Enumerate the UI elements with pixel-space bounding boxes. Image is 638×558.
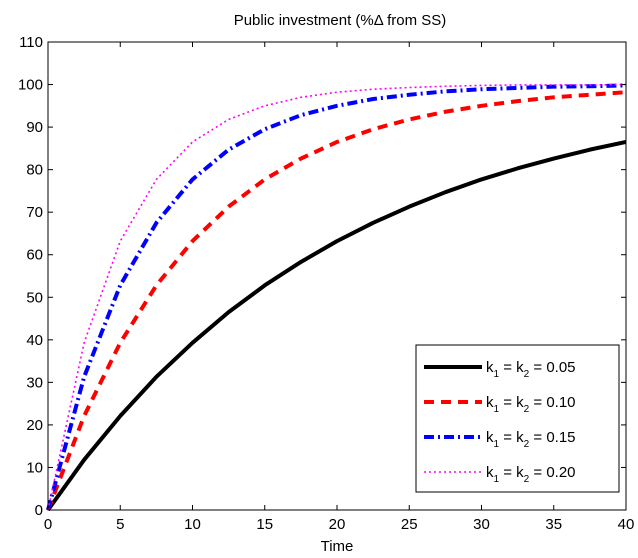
x-tick-label: 25	[401, 516, 418, 533]
y-tick-label: 20	[26, 417, 43, 434]
x-tick-label: 0	[44, 516, 52, 533]
legend-label-4: k1 = k2 = 0.20	[486, 464, 576, 485]
y-tick-label: 40	[26, 332, 43, 349]
y-tick-label: 10	[26, 459, 43, 476]
chart-title: Public investment (%Δ from SS)	[234, 12, 447, 29]
ticks-layer: 0 5 10 15 20 25 30 35 40 0 10 20 30 40 50 60 70 80 90 100 11…	[18, 34, 634, 533]
legend-label-2: k1 = k2 = 0.10	[486, 394, 576, 415]
y-tick-label: 100	[18, 77, 43, 94]
series-line-3	[46, 83, 627, 511]
x-tick-label: 35	[545, 516, 562, 533]
y-tick-label: 60	[26, 247, 43, 264]
y-tick-label: 90	[26, 119, 43, 136]
y-tick-label: 70	[26, 204, 43, 221]
y-tick-label: 0	[35, 502, 43, 519]
x-tick-label: 10	[184, 516, 201, 533]
x-tick-label: 20	[329, 516, 346, 533]
series-line-2	[46, 90, 627, 511]
y-tick-label: 110	[19, 34, 43, 51]
x-axis-label: Time	[321, 538, 354, 555]
legend-label-3: k1 = k2 = 0.15	[486, 429, 576, 450]
legend: k1 = k2 = 0.05 k1 = k2 = 0.10 k1 = k2 = 0.…	[415, 344, 620, 493]
x-tick-label: 15	[256, 516, 273, 533]
y-tick-label: 50	[26, 289, 43, 306]
x-tick-label: 5	[116, 516, 124, 533]
x-tick-label: 40	[618, 516, 635, 533]
y-tick-label: 30	[26, 374, 43, 391]
y-tick-label: 80	[26, 162, 43, 179]
series-line-1	[46, 140, 627, 512]
x-tick-label: 30	[473, 516, 490, 533]
series-line-4	[47, 83, 627, 511]
legend-box	[415, 344, 620, 493]
series-layer	[46, 83, 627, 512]
legend-label-1: k1 = k2 = 0.05	[486, 359, 576, 380]
